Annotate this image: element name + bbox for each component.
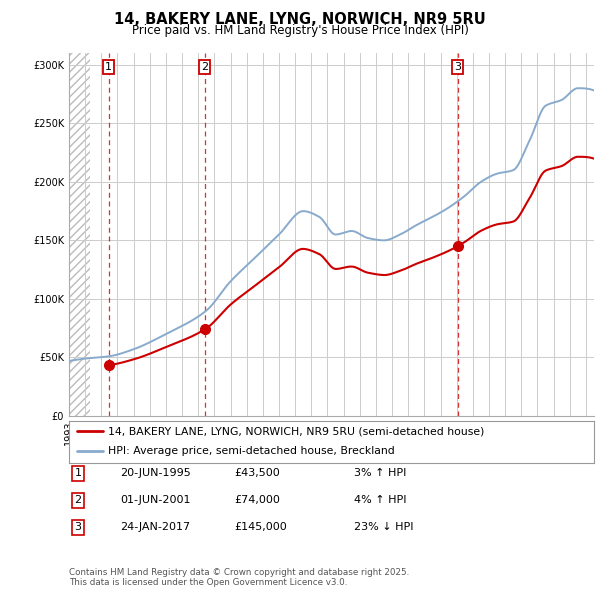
Text: 4% ↑ HPI: 4% ↑ HPI (354, 496, 407, 505)
Text: 3% ↑ HPI: 3% ↑ HPI (354, 468, 406, 478)
Text: 23% ↓ HPI: 23% ↓ HPI (354, 523, 413, 532)
Text: 2: 2 (201, 62, 208, 72)
Text: 3: 3 (74, 523, 82, 532)
Text: 24-JAN-2017: 24-JAN-2017 (120, 523, 190, 532)
Text: 2: 2 (74, 496, 82, 505)
Text: £74,000: £74,000 (234, 496, 280, 505)
Text: 3: 3 (454, 62, 461, 72)
Text: 20-JUN-1995: 20-JUN-1995 (120, 468, 191, 478)
Text: Contains HM Land Registry data © Crown copyright and database right 2025.
This d: Contains HM Land Registry data © Crown c… (69, 568, 409, 587)
Text: HPI: Average price, semi-detached house, Breckland: HPI: Average price, semi-detached house,… (109, 446, 395, 456)
Text: 1: 1 (74, 468, 82, 478)
Text: 14, BAKERY LANE, LYNG, NORWICH, NR9 5RU: 14, BAKERY LANE, LYNG, NORWICH, NR9 5RU (114, 12, 486, 27)
Text: £145,000: £145,000 (234, 523, 287, 532)
Text: 01-JUN-2001: 01-JUN-2001 (120, 496, 191, 505)
Text: £43,500: £43,500 (234, 468, 280, 478)
Text: 1: 1 (105, 62, 112, 72)
Text: Price paid vs. HM Land Registry's House Price Index (HPI): Price paid vs. HM Land Registry's House … (131, 24, 469, 37)
Text: 14, BAKERY LANE, LYNG, NORWICH, NR9 5RU (semi-detached house): 14, BAKERY LANE, LYNG, NORWICH, NR9 5RU … (109, 427, 485, 436)
